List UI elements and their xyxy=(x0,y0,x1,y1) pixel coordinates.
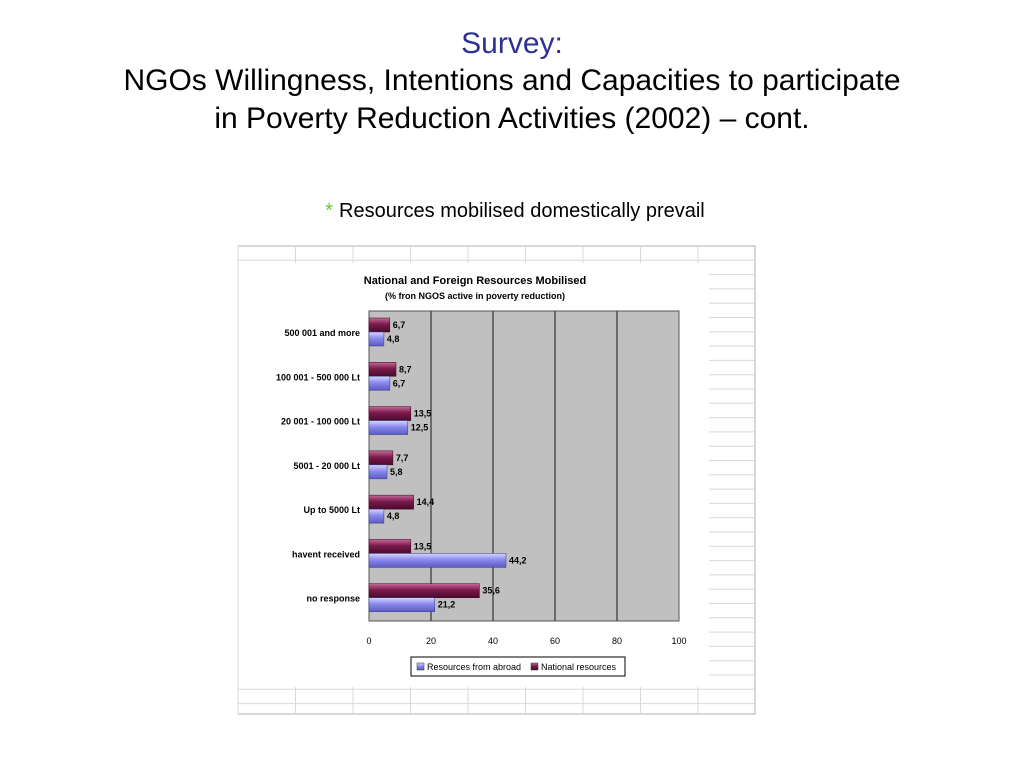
data-label-national: 35,6 xyxy=(482,586,500,596)
x-axis: 0 20 40 60 80 100 xyxy=(366,636,686,646)
data-label-abroad: 5,8 xyxy=(390,467,403,477)
chart: National and Foreign Resources Mobilised… xyxy=(237,245,756,715)
data-label-abroad: 4,8 xyxy=(387,334,400,344)
bar-national-resources xyxy=(368,539,412,554)
category-label: 20 001 - 100 000 Lt xyxy=(281,417,360,427)
data-label-abroad: 6,7 xyxy=(393,378,406,388)
x-tick-label: 60 xyxy=(550,636,560,646)
category-label: 500 001 and more xyxy=(284,328,360,338)
legend: Resources from abroad National resources xyxy=(410,656,626,677)
chart-title: National and Foreign Resources Mobilised xyxy=(364,275,586,287)
bar-resources-from-abroad xyxy=(368,597,435,612)
data-label-abroad: 4,8 xyxy=(387,511,400,521)
bar-national-resources xyxy=(368,362,397,377)
data-label-abroad: 12,5 xyxy=(411,423,429,433)
x-tick-label: 0 xyxy=(366,636,371,646)
category-label: Up to 5000 Lt xyxy=(303,505,360,515)
data-label-national: 8,7 xyxy=(399,364,412,374)
bar-resources-from-abroad xyxy=(368,553,507,568)
bar-resources-from-abroad xyxy=(368,420,409,435)
data-label-national: 14,4 xyxy=(417,497,435,507)
bullet-star-icon: * xyxy=(325,200,334,222)
bar-resources-from-abroad xyxy=(368,464,388,480)
legend-swatch xyxy=(416,662,425,671)
gridlines xyxy=(430,311,618,621)
bar-national-resources xyxy=(368,406,412,421)
bar-resources-from-abroad xyxy=(368,508,385,524)
data-label-national: 13,5 xyxy=(414,541,432,551)
title-main-line1: NGOs Willingness, Intentions and Capacit… xyxy=(123,64,901,97)
data-label-abroad: 21,2 xyxy=(438,600,456,610)
category-label: 100 001 - 500 000 Lt xyxy=(276,372,360,382)
x-tick-label: 80 xyxy=(612,636,622,646)
bar-national-resources xyxy=(368,494,414,510)
title-survey: Survey: xyxy=(461,27,563,60)
data-label-national: 13,5 xyxy=(414,409,432,419)
bars: 6,7 4,8 8,7 6,7 13,5 12,5 7,7 5,8 14,4 4,8 13,5 44,… xyxy=(368,317,527,612)
x-tick-label: 100 xyxy=(671,636,686,646)
bullet-text: Resources mobilised domestically prevail xyxy=(339,200,705,222)
bar-national-resources xyxy=(368,450,394,466)
category-label: no response xyxy=(306,594,360,604)
data-label-national: 6,7 xyxy=(393,320,406,330)
category-label: havent received xyxy=(292,549,360,559)
x-tick-label: 40 xyxy=(488,636,498,646)
legend-box xyxy=(410,656,626,677)
legend-label: National resources xyxy=(541,662,617,672)
x-tick-label: 20 xyxy=(426,636,436,646)
category-label: 5001 - 20 000 Lt xyxy=(293,461,360,471)
data-label-national: 7,7 xyxy=(396,453,409,463)
bar-national-resources xyxy=(368,317,391,333)
slide-title: Survey: NGOs Willingness, Intentions and… xyxy=(0,26,1024,138)
category-labels: 500 001 and more 100 001 - 500 000 Lt 20 0… xyxy=(276,328,360,604)
chart-subtitle: (% fron NGOS active in poverty reduction… xyxy=(385,291,565,301)
plot-background xyxy=(368,310,680,622)
data-label-abroad: 44,2 xyxy=(509,555,527,565)
title-main-line2: in Poverty Reduction Activities (2002) –… xyxy=(214,102,810,135)
legend-swatch xyxy=(530,662,539,671)
bar-resources-from-abroad xyxy=(368,376,391,391)
bar-resources-from-abroad xyxy=(368,331,385,347)
bar-national-resources xyxy=(368,583,480,598)
legend-label: Resources from abroad xyxy=(427,662,521,672)
bullet-point: * Resources mobilised domestically prevai… xyxy=(0,200,1024,223)
plot-area xyxy=(368,310,680,622)
